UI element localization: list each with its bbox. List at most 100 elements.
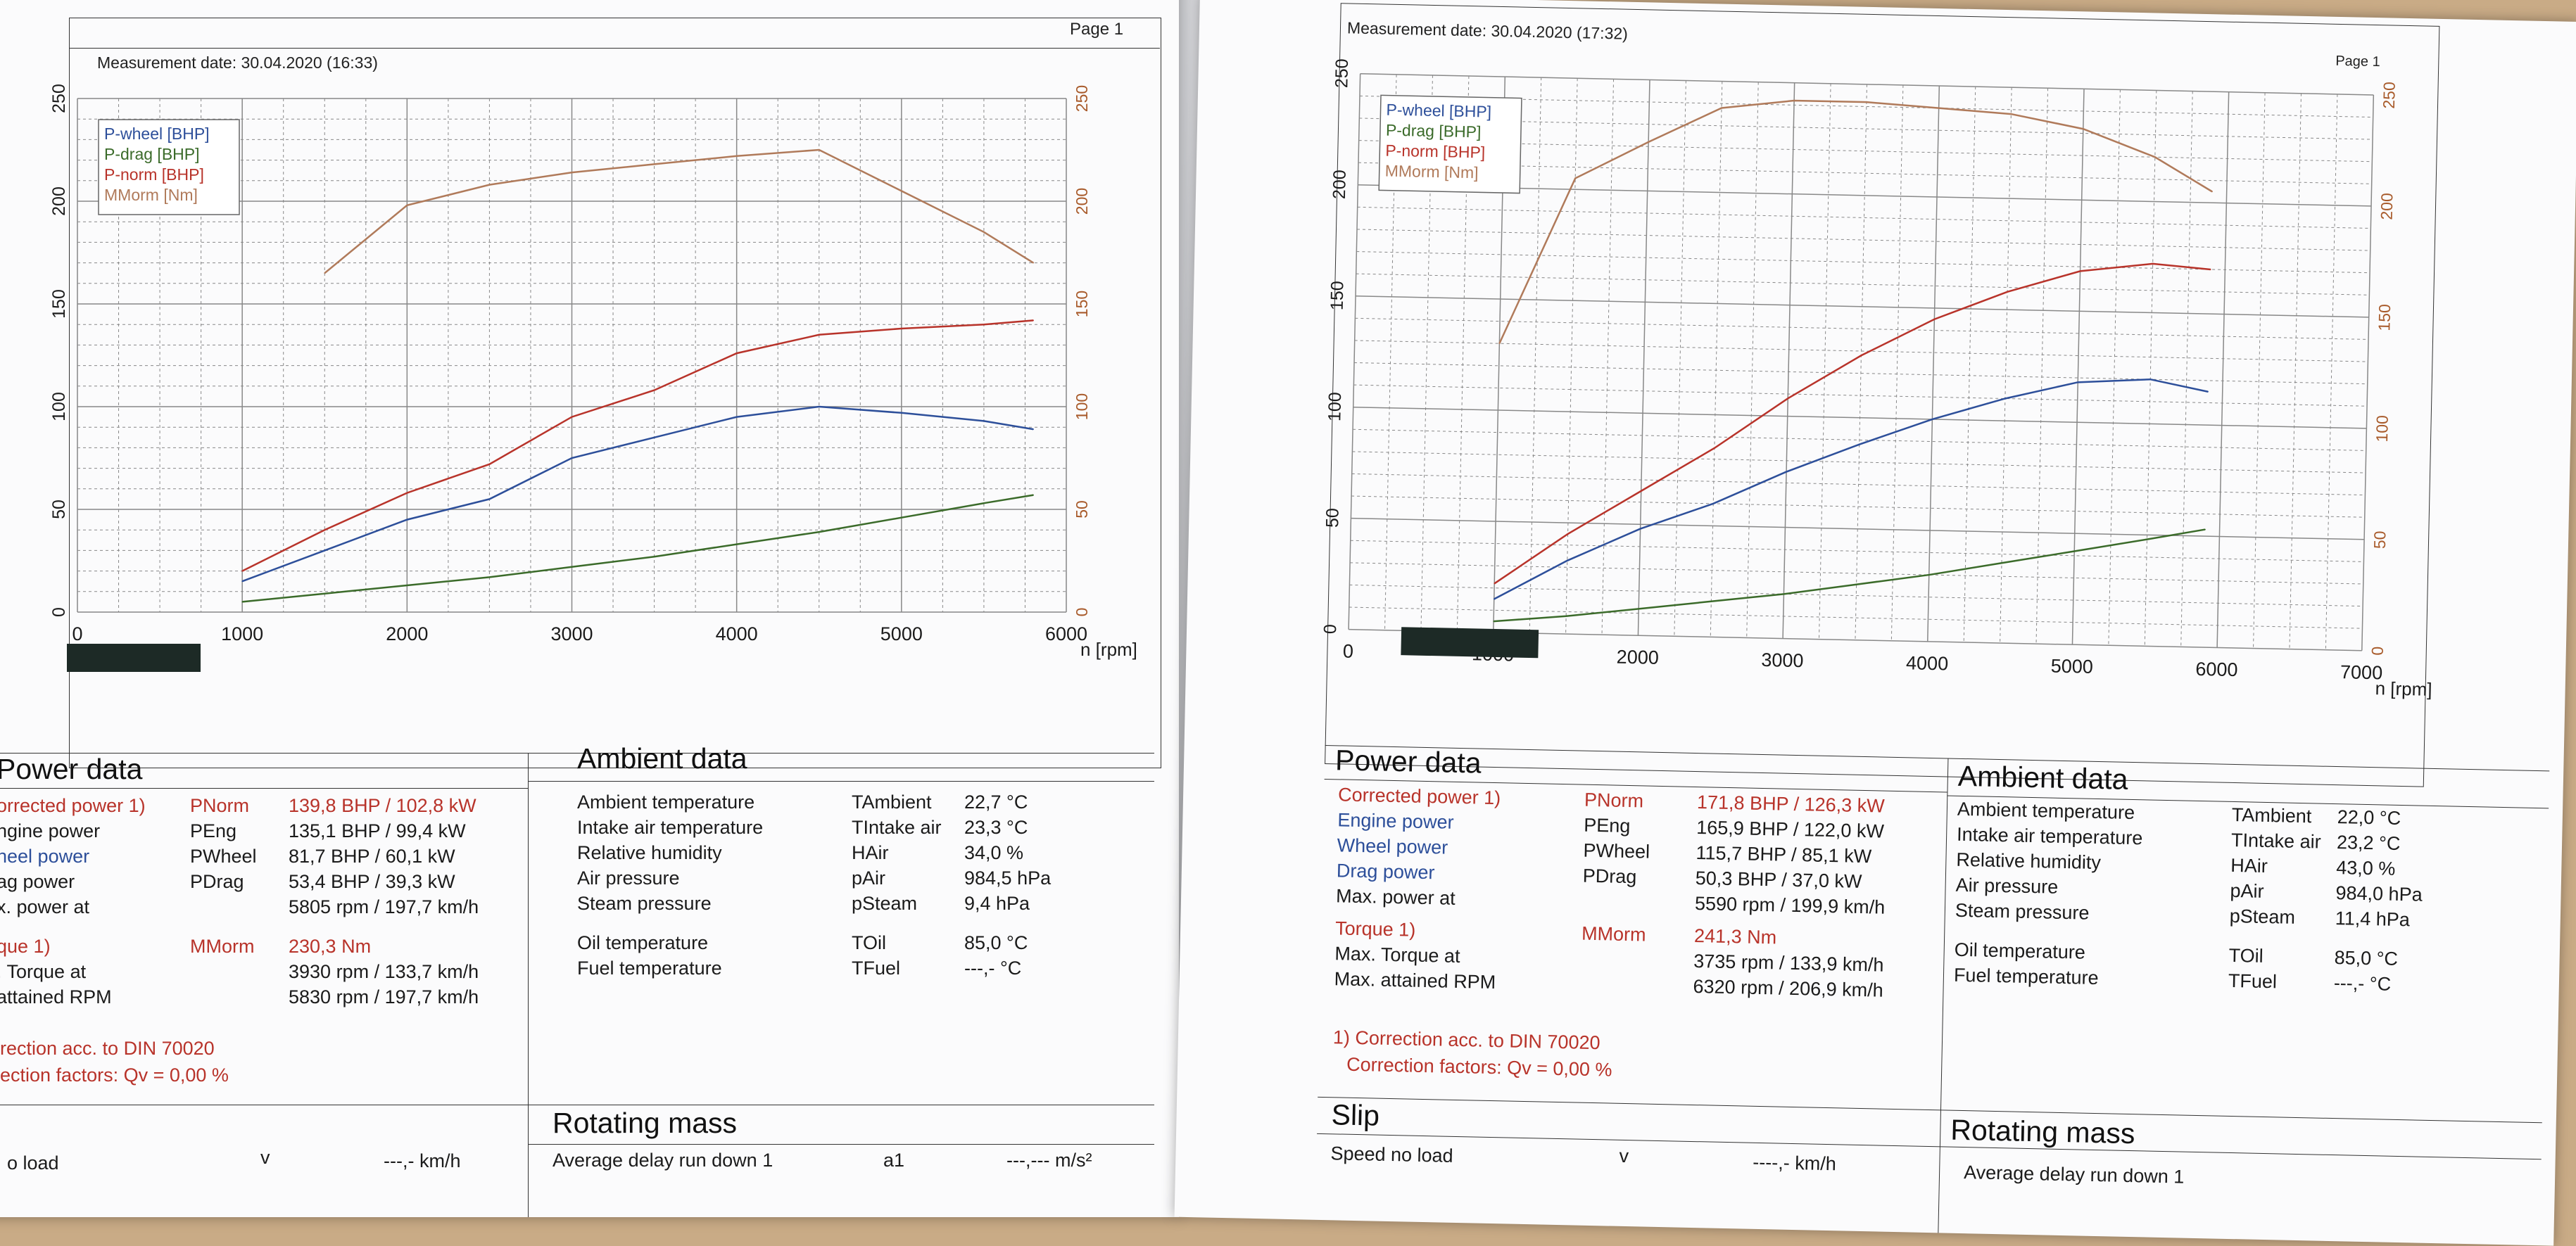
data-row-value: 135,1 BHP / 99,4 kW	[289, 820, 466, 841]
data-row-symbol: TFuel	[852, 958, 901, 979]
data-row-symbol: PEng	[190, 820, 237, 841]
y-right-tick-label: 200	[1073, 188, 1091, 215]
power-data-title: Power data	[1334, 744, 1482, 780]
series-point	[901, 190, 902, 192]
series-point	[1638, 608, 1640, 610]
legend-entry: P-drag [BHP]	[104, 145, 200, 163]
delay-symbol: a1	[883, 1150, 905, 1171]
series-point	[901, 412, 902, 414]
data-row-symbol: PNorm	[190, 795, 250, 816]
series-point	[2001, 562, 2002, 564]
grid-line-v	[2000, 87, 2012, 644]
series-point	[2077, 381, 2079, 383]
x-tick-label: 0	[72, 623, 82, 644]
series-point	[324, 592, 326, 595]
data-row-value: 230,3 Nm	[289, 936, 372, 957]
data-row-value: 3930 rpm / 133,7 km/h	[289, 961, 479, 982]
data-row-value: 11,4 hPa	[2335, 908, 2411, 931]
grid-line-v	[2216, 91, 2230, 648]
series-point	[2154, 156, 2156, 158]
y-left-tick-label: 250	[1332, 58, 1352, 88]
series-point	[1574, 177, 1576, 179]
left-chart-frame	[69, 18, 1161, 768]
series-line	[242, 494, 1034, 603]
rotating-mass-title: Rotating mass	[553, 1107, 738, 1139]
series-point	[653, 389, 655, 391]
grid-line-v	[2289, 93, 2302, 649]
series-point	[406, 585, 408, 586]
ambient-data-title: Ambient data	[577, 742, 747, 775]
y-left-tick-label: 0	[49, 607, 69, 617]
redaction-bar	[1401, 627, 1539, 659]
grid-line-v	[1601, 79, 1615, 635]
series-point	[1033, 262, 1034, 264]
series-point	[1721, 107, 1722, 109]
data-row-label: ngine power	[0, 820, 101, 841]
data-row-label: Air pressure	[1955, 874, 2059, 898]
data-row-label: Wheel power	[1337, 834, 1448, 858]
data-row-label: heel power	[0, 846, 90, 867]
grid-line-v	[2253, 92, 2266, 649]
grid-line-h	[1358, 140, 2373, 163]
grid-line-h	[1356, 295, 2369, 318]
grid-line-v	[1529, 77, 1542, 634]
x-tick-label: 4000	[1906, 652, 1949, 674]
series-point	[1783, 593, 1785, 595]
x-axis-unit: n [rpm]	[2375, 678, 2432, 700]
series-point	[653, 437, 655, 438]
series-point	[2010, 113, 2012, 115]
series-line	[324, 148, 1034, 274]
series-point	[1640, 490, 1642, 492]
grid-line-v	[2361, 94, 2375, 651]
data-row-value: ---,- °C	[2333, 972, 2392, 995]
series-point	[1565, 616, 1567, 617]
series-line	[241, 319, 1034, 572]
series-point	[324, 272, 326, 274]
grid-line-v	[1855, 84, 1867, 640]
grid-line-v	[1710, 81, 1723, 637]
data-row-symbol: TIntake air	[852, 817, 942, 838]
y-right-tick-label: 50	[1073, 500, 1091, 519]
data-row-value: 23,2 °C	[2336, 832, 2401, 854]
x-tick-label: 2000	[386, 623, 428, 644]
data-row-symbol: HAir	[2230, 854, 2268, 877]
data-row-value: 22,0 °C	[2337, 806, 2401, 829]
series-point	[901, 516, 902, 519]
right-dyno-chart: 01000200030004000500060007000n [rpm]0501…	[1320, 58, 2432, 700]
x-axis-unit: n [rpm]	[1080, 639, 1137, 660]
series-point	[1494, 583, 1496, 585]
y-right-tick-label: 250	[2380, 82, 2399, 109]
series-point	[2209, 269, 2211, 270]
x-tick-label: 5000	[2050, 656, 2093, 678]
series-point	[1793, 100, 1795, 101]
y-right-tick-label: 0	[2368, 647, 2387, 656]
series-point	[1712, 503, 1715, 504]
data-row-value: 171,8 BHP / 126,3 kW	[1696, 792, 1885, 817]
series-point	[2207, 390, 2209, 393]
grid-line-v	[1746, 82, 1759, 638]
series-point	[983, 502, 985, 504]
y-left-tick-label: 150	[49, 289, 69, 319]
x-tick-label: 6000	[2195, 659, 2238, 680]
series-point	[1858, 443, 1860, 445]
data-row-symbol: PEng	[1584, 814, 1631, 837]
rotating-mass-title: Rotating mass	[1950, 1113, 2135, 1150]
legend-entry: P-norm [BHP]	[1385, 141, 1485, 162]
grid-line-h	[1353, 406, 2367, 429]
data-row-label: Intake air temperature	[577, 817, 764, 838]
data-row-label: attained RPM	[0, 986, 112, 1007]
grid-line-v	[2144, 90, 2157, 647]
series-point	[1787, 398, 1789, 400]
data-row-label: Air pressure	[577, 867, 680, 889]
series-point	[735, 352, 738, 354]
series-point	[1710, 601, 1712, 602]
right-report-page: Measurement date: 30.04.2020 (17:32) Pag…	[1174, 0, 2576, 1246]
data-row-label: orrected power 1)	[0, 795, 146, 816]
series-point	[1567, 533, 1569, 535]
data-row-symbol: PDrag	[190, 871, 244, 892]
chart-legend: P-wheel [BHP]P-drag [BHP]P-norm [BHP]MMo…	[1378, 94, 1522, 194]
data-row-symbol: PNorm	[1584, 789, 1644, 812]
data-row-symbol: pSteam	[852, 893, 918, 914]
grid-line-v	[1637, 80, 1650, 636]
